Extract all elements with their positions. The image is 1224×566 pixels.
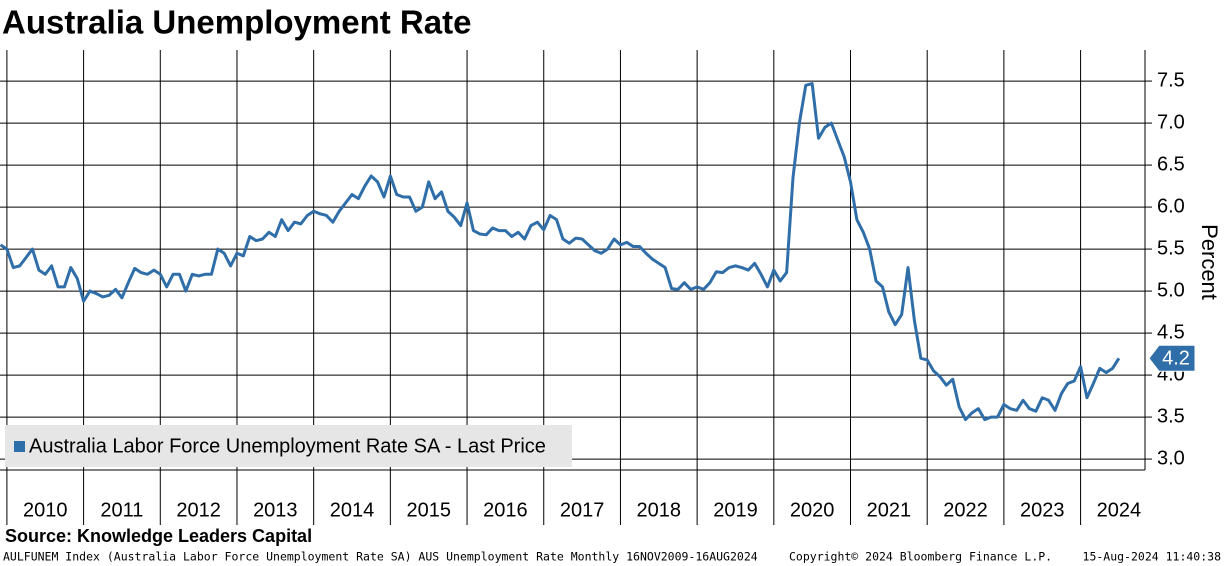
x-tick-label: 2015 bbox=[406, 499, 451, 521]
x-tick-label: 2023 bbox=[1020, 499, 1065, 521]
chart-title: Australia Unemployment Rate bbox=[2, 4, 471, 41]
legend-box bbox=[5, 425, 572, 467]
footer-middle: Copyright© 2024 Bloomberg Finance L.P. bbox=[789, 550, 1052, 564]
legend-swatch bbox=[14, 441, 25, 452]
x-tick-label: 2012 bbox=[176, 499, 221, 521]
x-tick-label: 2018 bbox=[637, 499, 682, 521]
x-tick-label: 2013 bbox=[253, 499, 298, 521]
y-axis-label: Percent bbox=[1197, 224, 1222, 300]
x-tick-label: 2021 bbox=[867, 499, 912, 521]
footer-right: 15-Aug-2024 11:40:38 bbox=[1083, 550, 1222, 564]
x-tick-label: 2016 bbox=[483, 499, 528, 521]
y-tick-label: 5.0 bbox=[1157, 279, 1185, 301]
x-tick-label: 2020 bbox=[790, 499, 835, 521]
legend-label: Australia Labor Force Unemployment Rate … bbox=[29, 435, 546, 457]
x-tick-label: 2017 bbox=[560, 499, 605, 521]
y-tick-label: 6.0 bbox=[1157, 195, 1185, 217]
y-tick-label: 7.0 bbox=[1157, 111, 1185, 133]
x-tick-label: 2014 bbox=[330, 499, 375, 521]
x-tick-label: 2022 bbox=[943, 499, 988, 521]
x-tick-label: 2019 bbox=[713, 499, 758, 521]
footer-left: AULFUNEM Index (Australia Labor Force Un… bbox=[3, 550, 758, 564]
last-value-label: 4.2 bbox=[1162, 348, 1190, 370]
last-value-tag bbox=[1148, 344, 1196, 372]
x-tick-label: 2024 bbox=[1097, 499, 1142, 521]
legend: Australia Labor Force Unemployment Rate … bbox=[5, 425, 572, 467]
y-tick-label: 4.5 bbox=[1157, 321, 1185, 343]
y-tick-label: 7.5 bbox=[1157, 69, 1185, 91]
y-tick-label: 6.5 bbox=[1157, 153, 1185, 175]
y-tick-label: 3.5 bbox=[1157, 405, 1185, 427]
line bbox=[0, 82, 1121, 422]
y-tick-label: 5.5 bbox=[1157, 237, 1185, 259]
y-tick-label: 3.0 bbox=[1157, 447, 1185, 469]
source: Source: Knowledge Leaders Capital bbox=[5, 526, 312, 546]
x-tick-label: 2010 bbox=[23, 499, 68, 521]
x-tick-label: 2011 bbox=[100, 499, 143, 521]
